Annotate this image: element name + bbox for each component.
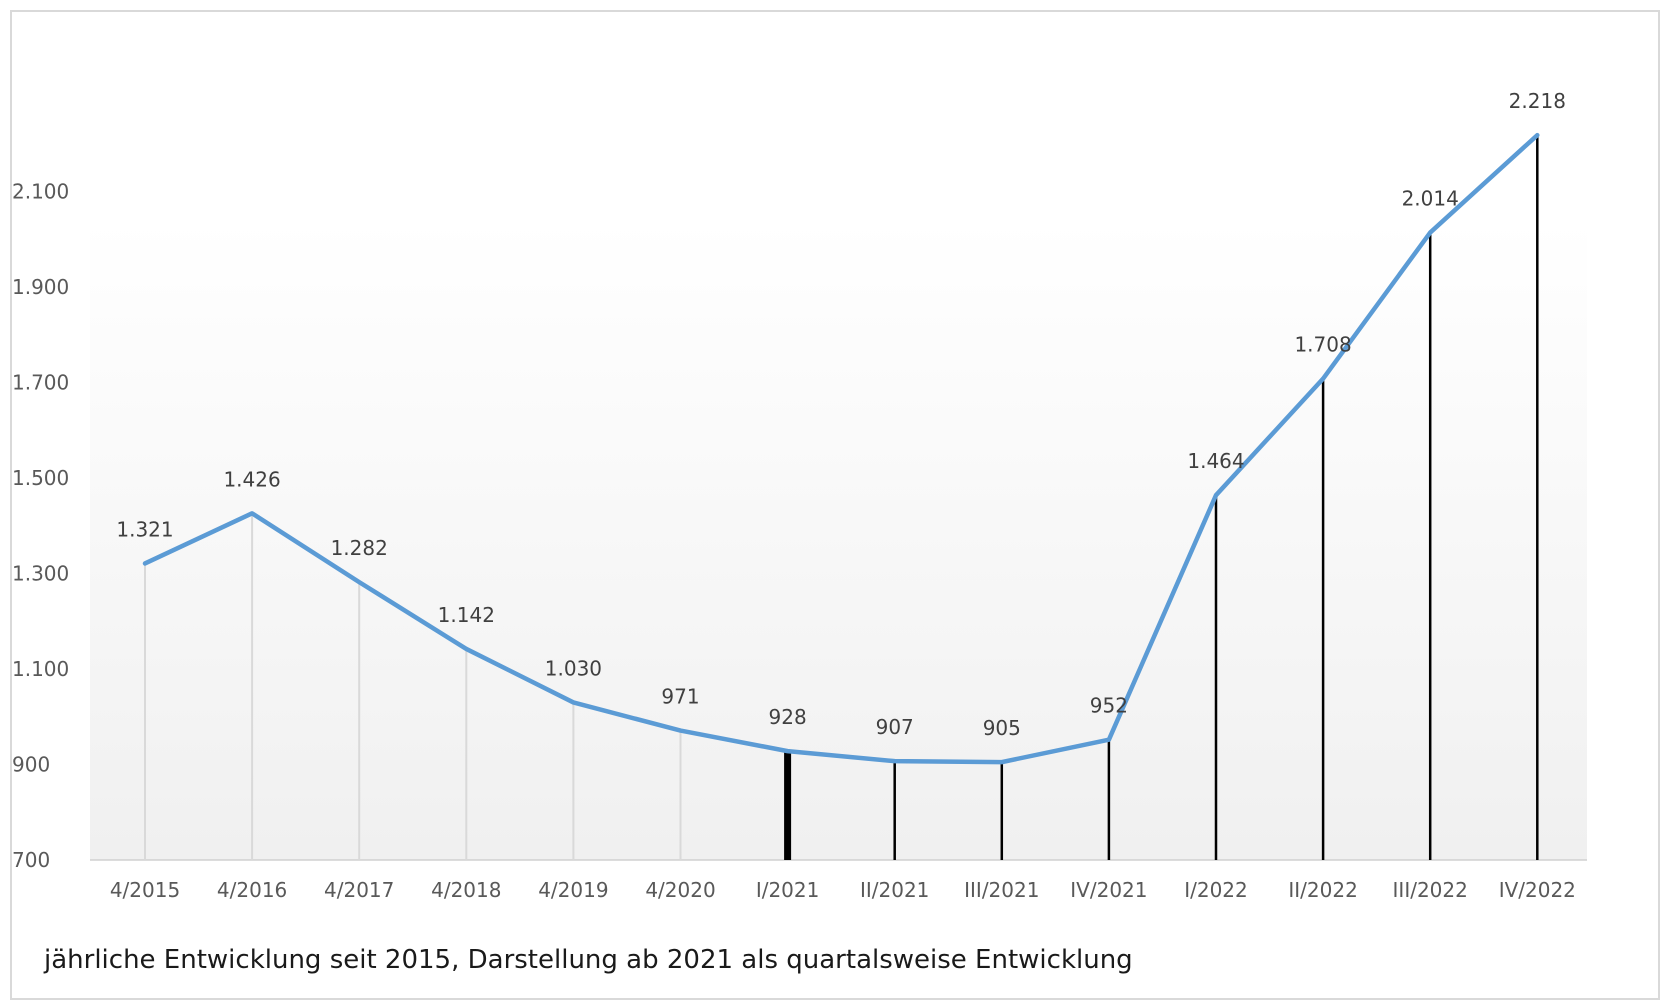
y-tick-label: 1.700 <box>12 371 69 395</box>
x-axis-tick-labels: 4/2015 4/2016 4/2017 4/2018 4/2019 4/2020 I/20… <box>110 878 1576 902</box>
y-tick-label: 700 <box>12 848 50 872</box>
x-tick-label: III/2022 <box>1393 878 1468 902</box>
y-tick-label: 900 <box>12 753 50 777</box>
data-label: 952 <box>1090 694 1128 718</box>
y-axis-tick-labels: 700 900 1.100 1.300 1.500 1.700 1.900 2.100 <box>12 180 69 873</box>
x-tick-label: 4/2016 <box>217 878 287 902</box>
series-line <box>142 132 1540 765</box>
data-label: 905 <box>983 716 1021 740</box>
data-labels: 1.321 1.426 1.282 1.142 1.030 971 928 907 905 952… <box>116 89 1566 740</box>
data-label: 907 <box>876 715 914 739</box>
x-tick-label: 4/2017 <box>324 878 394 902</box>
x-tick-label: 4/2015 <box>110 878 180 902</box>
x-tick-label: 4/2019 <box>538 878 608 902</box>
x-tick-label: II/2021 <box>860 878 929 902</box>
x-tick-label: I/2021 <box>756 878 820 902</box>
y-tick-label: 1.900 <box>12 275 69 299</box>
data-label: 1.142 <box>438 603 495 627</box>
y-tick-label: 1.100 <box>12 657 69 681</box>
y-tick-label: 1.500 <box>12 466 69 490</box>
x-tick-label: III/2021 <box>964 878 1039 902</box>
data-label: 2.218 <box>1509 89 1566 113</box>
chart-caption: jährliche Entwicklung seit 2015, Darstel… <box>44 945 1133 975</box>
data-label: 1.282 <box>331 536 388 560</box>
data-label: 1.426 <box>223 467 280 491</box>
x-tick-label: I/2022 <box>1184 878 1248 902</box>
data-label: 1.321 <box>116 517 173 541</box>
y-tick-label: 2.100 <box>12 180 69 204</box>
drop-lines <box>144 135 1539 860</box>
plot-area <box>90 220 1587 860</box>
x-tick-label: 4/2018 <box>431 878 501 902</box>
data-label: 1.708 <box>1294 333 1351 357</box>
x-tick-label: II/2022 <box>1288 878 1357 902</box>
data-label: 2.014 <box>1402 187 1459 211</box>
data-label: 928 <box>769 705 807 729</box>
x-tick-label: IV/2021 <box>1070 878 1147 902</box>
data-label: 971 <box>661 685 699 709</box>
y-tick-label: 1.300 <box>12 562 69 586</box>
data-label: 1.464 <box>1187 449 1244 473</box>
x-tick-label: 4/2020 <box>645 878 715 902</box>
x-tick-label: IV/2022 <box>1499 878 1576 902</box>
data-label: 1.030 <box>545 656 602 680</box>
